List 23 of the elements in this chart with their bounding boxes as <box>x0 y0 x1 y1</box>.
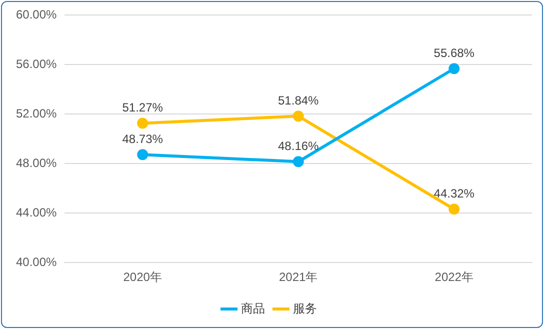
x-tick-label: 2021年 <box>279 270 318 284</box>
data-label: 48.16% <box>278 138 320 153</box>
point <box>448 204 460 215</box>
y-tick-label: 40.00% <box>16 254 58 269</box>
y-tick-label: 48.00% <box>16 156 58 170</box>
point <box>292 110 304 122</box>
x-tick-label: 2020年 <box>123 270 162 284</box>
data-label: 48.73% <box>122 132 164 146</box>
data-label: 44.32% <box>434 186 475 200</box>
y-tick-label: 44.00% <box>16 205 58 220</box>
point <box>137 118 148 129</box>
y-tick-label: 60.00% <box>16 8 58 22</box>
point <box>292 156 304 168</box>
data-label: 51.27% <box>122 100 164 115</box>
y-tick-label: 52.00% <box>16 106 58 120</box>
point <box>137 149 148 160</box>
legend-label: 商品 <box>241 301 265 316</box>
data-label: 51.84% <box>278 93 320 108</box>
point <box>448 63 460 74</box>
data-label: 55.68% <box>434 46 475 60</box>
y-tick-label: 56.00% <box>16 56 58 71</box>
x-tick-label: 2022年 <box>434 270 474 284</box>
legend-label: 服务 <box>293 301 317 316</box>
